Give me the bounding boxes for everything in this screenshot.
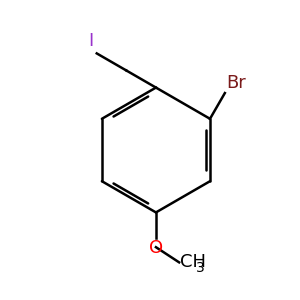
Text: 3: 3 [196, 261, 204, 275]
Text: I: I [88, 32, 94, 50]
Text: CH: CH [180, 253, 206, 271]
Text: O: O [149, 239, 163, 257]
Text: Br: Br [226, 74, 246, 92]
